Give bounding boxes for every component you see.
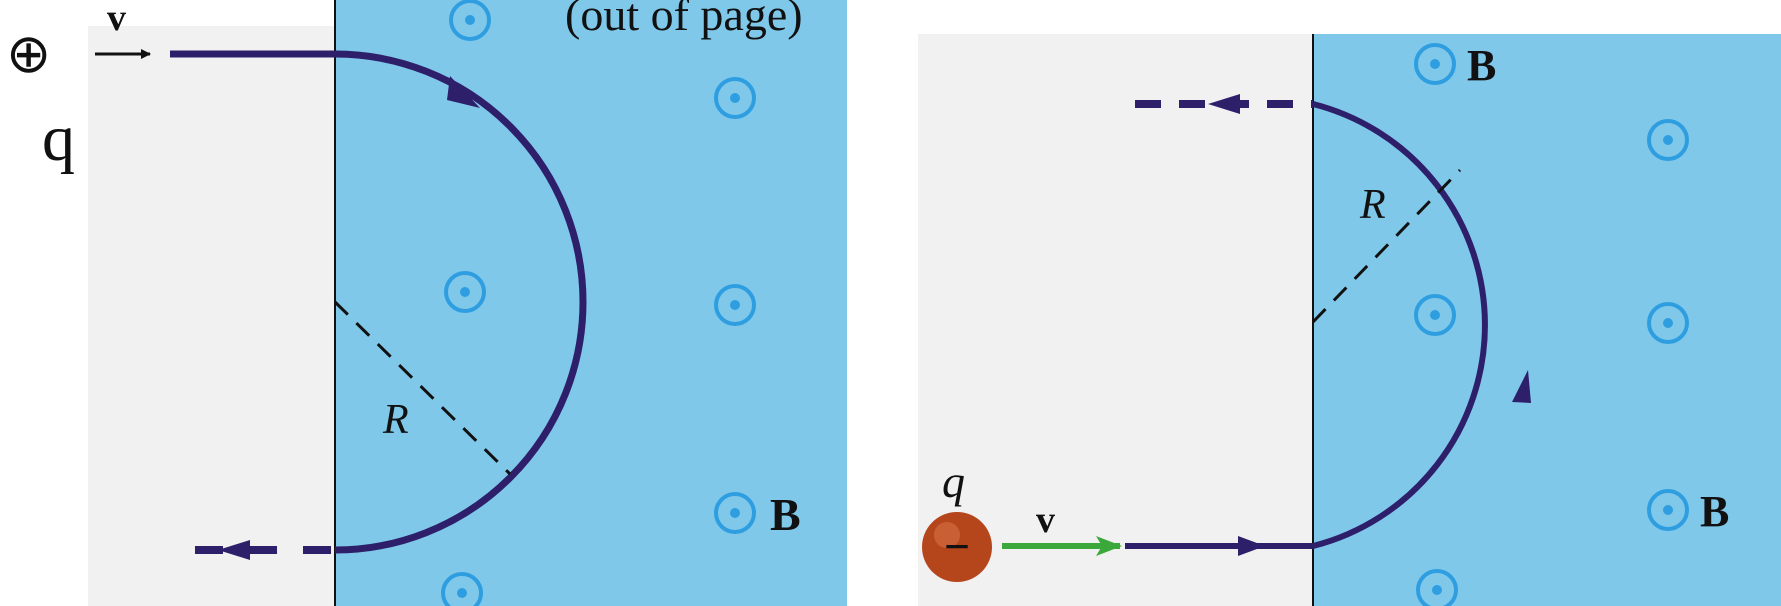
left-trajectory bbox=[170, 50, 587, 554]
left-path-arrowhead bbox=[447, 76, 480, 108]
left-radius-line bbox=[333, 300, 512, 476]
field-out-of-page-icon bbox=[1647, 302, 1689, 344]
left-field-label: B bbox=[770, 489, 801, 540]
right-radius-label: R bbox=[1359, 182, 1386, 228]
svg-text:−: − bbox=[944, 521, 970, 572]
right-panel: B B − q v R bbox=[918, 34, 1781, 606]
right-exit-arrowhead bbox=[1208, 94, 1240, 114]
field-out-of-page-icon bbox=[714, 284, 756, 326]
right-charge-negative-icon: − bbox=[922, 512, 992, 582]
right-path-arrowhead bbox=[1512, 370, 1531, 403]
field-out-of-page-icon bbox=[444, 271, 486, 313]
right-field-label-bottom: B bbox=[1700, 487, 1729, 536]
left-charge-positive-icon: ⊕ bbox=[6, 24, 51, 84]
right-field-symbols bbox=[1414, 43, 1689, 606]
left-exit-arrowhead bbox=[218, 540, 250, 560]
left-velocity-label: v bbox=[107, 0, 126, 39]
field-out-of-page-icon bbox=[441, 572, 483, 606]
left-field-region bbox=[335, 0, 847, 606]
right-entry-arrowhead bbox=[1238, 536, 1265, 556]
right-radius-line bbox=[1311, 168, 1462, 324]
right-charge-label: q bbox=[942, 456, 965, 507]
field-out-of-page-icon bbox=[1416, 569, 1458, 606]
field-out-of-page-icon bbox=[714, 492, 756, 534]
left-field-symbols bbox=[441, 0, 756, 606]
field-out-of-page-icon bbox=[449, 0, 491, 41]
right-trajectory bbox=[1125, 101, 1488, 549]
left-charge-label: q bbox=[42, 102, 75, 175]
field-out-of-page-icon bbox=[1414, 43, 1456, 85]
right-field-free-region bbox=[918, 34, 1313, 606]
left-field-free-region bbox=[88, 26, 335, 606]
field-out-of-page-icon bbox=[1414, 294, 1456, 336]
left-clipped-caption: (out of page) bbox=[565, 0, 803, 40]
left-panel: (out of page) B ⊕ q v R bbox=[6, 0, 847, 606]
left-radius-label: R bbox=[382, 397, 409, 443]
field-out-of-page-icon bbox=[714, 77, 756, 119]
right-field-label-top: B bbox=[1467, 41, 1496, 90]
field-out-of-page-icon bbox=[1647, 489, 1689, 531]
field-out-of-page-icon bbox=[1647, 119, 1689, 161]
right-velocity-label: v bbox=[1036, 499, 1055, 541]
